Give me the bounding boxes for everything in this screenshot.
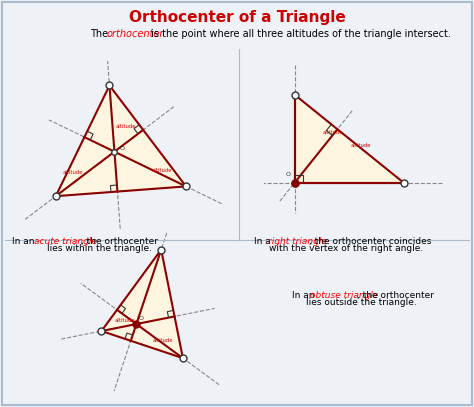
Text: O: O bbox=[139, 316, 144, 321]
Text: altitude: altitude bbox=[115, 125, 136, 129]
Text: , the orthocenter: , the orthocenter bbox=[81, 237, 157, 246]
Text: The: The bbox=[90, 29, 111, 39]
Text: with the vertex of the right angle.: with the vertex of the right angle. bbox=[269, 244, 423, 253]
Text: obtuse triangle: obtuse triangle bbox=[310, 291, 378, 300]
Text: Orthocenter of a Triangle: Orthocenter of a Triangle bbox=[128, 10, 346, 25]
Text: altitude: altitude bbox=[323, 130, 343, 135]
Text: lies within the triangle.: lies within the triangle. bbox=[47, 244, 153, 253]
Text: is the point where all three altitudes of the triangle intersect.: is the point where all three altitudes o… bbox=[148, 29, 451, 39]
Text: O: O bbox=[119, 146, 124, 151]
Text: altitude: altitude bbox=[115, 318, 136, 324]
Text: lies outside the triangle.: lies outside the triangle. bbox=[306, 298, 417, 307]
Polygon shape bbox=[56, 85, 186, 196]
Text: In an: In an bbox=[292, 291, 317, 300]
Text: altitude: altitude bbox=[152, 168, 173, 173]
Text: In an: In an bbox=[12, 237, 37, 246]
Text: , the orthocenter: , the orthocenter bbox=[357, 291, 434, 300]
Text: altitude: altitude bbox=[62, 170, 83, 175]
Text: orthocenter: orthocenter bbox=[107, 29, 164, 39]
Polygon shape bbox=[101, 249, 183, 358]
Text: acute triangle: acute triangle bbox=[34, 237, 97, 246]
Text: altitude: altitude bbox=[351, 143, 371, 148]
Text: right triangle: right triangle bbox=[268, 237, 327, 246]
Text: In a: In a bbox=[254, 237, 273, 246]
Text: O: O bbox=[285, 172, 291, 177]
Text: altitude: altitude bbox=[153, 338, 173, 343]
Polygon shape bbox=[295, 95, 404, 182]
Text: , the orthocenter coincides: , the orthocenter coincides bbox=[309, 237, 431, 246]
